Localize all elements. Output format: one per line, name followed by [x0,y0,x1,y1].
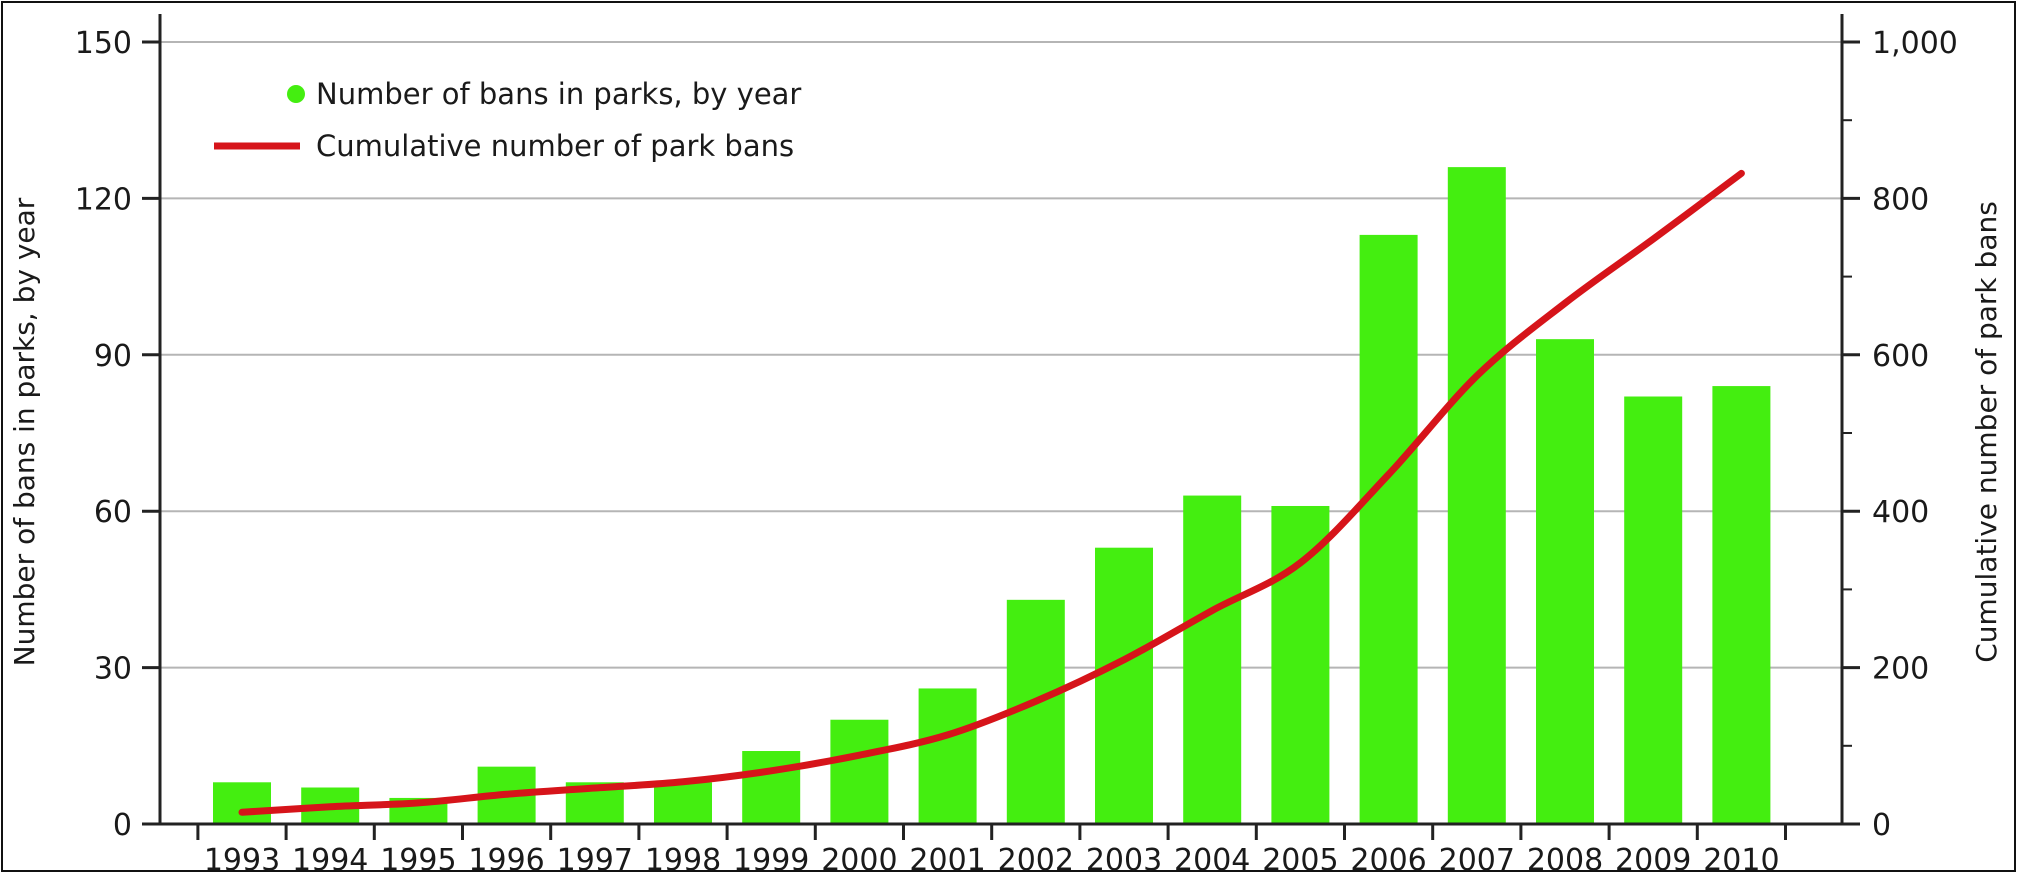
x-tick-label: 1999 [733,843,809,876]
bar-1998 [654,782,712,824]
x-tick-label: 2000 [821,843,897,876]
bar-1993 [213,782,271,824]
bar-2006 [1359,234,1418,825]
cumulative-line [238,169,1745,816]
left-tick-label: 90 [94,339,132,374]
legend: Number of bans in parks, by year Cumulat… [214,77,801,163]
left-tick-label: 30 [94,652,132,687]
bar-2009 [1624,396,1683,824]
x-tick-label: 1996 [468,843,544,876]
bar-2003 [1095,547,1153,824]
bar-2008 [1536,339,1594,824]
x-tick-label: 1998 [645,843,721,876]
right-tick-label: 0 [1872,808,1891,843]
right-axis-ticks: 0 200 400 600 800 1,000 [1842,26,1958,843]
bar-2005 [1271,505,1330,824]
bar-2001 [918,688,977,824]
bar-2004 [1183,495,1242,824]
right-axis-title: Cumulative number of park bans [1970,201,2003,663]
bar-series [213,167,1771,825]
legend-line-label: Cumulative number of park bans [316,129,794,163]
bar-2010 [1712,386,1771,824]
x-tick-label: 2003 [1086,843,1162,876]
bar-2000 [830,719,889,824]
x-tick-label: 2007 [1439,843,1515,876]
right-tick-label: 400 [1872,495,1929,530]
right-tick-label: 1,000 [1872,26,1958,61]
right-tick-label: 800 [1872,182,1929,217]
right-tick-label: 600 [1872,339,1929,374]
left-tick-label: 0 [113,808,132,843]
right-tick-label: 200 [1872,652,1929,687]
x-axis-ticks: 1993 1994 1995 1996 1997 1998 1999 2000 2001 2002… [196,824,1787,876]
legend-bar-marker [287,85,305,103]
x-tick-label: 2005 [1262,843,1338,876]
x-tick-label: 2010 [1703,843,1779,876]
bar-2007 [1447,167,1506,824]
x-tick-label: 2008 [1527,843,1603,876]
left-tick-label: 150 [75,26,132,61]
left-tick-label: 120 [75,182,132,217]
x-tick-label: 1994 [292,843,368,876]
x-tick-label: 2006 [1350,843,1426,876]
x-tick-label: 2009 [1615,843,1691,876]
axes [158,14,1844,826]
bar-1999 [742,751,801,824]
x-tick-label: 1995 [380,843,456,876]
x-tick-label: 2002 [998,843,1074,876]
x-tick-label: 2004 [1174,843,1250,876]
x-tick-label: 2001 [909,843,985,876]
left-tick-label: 60 [94,495,132,530]
left-axis-ticks: 0 30 60 90 120 150 [75,26,160,843]
left-axis-title: Number of bans in parks, by year [8,197,41,666]
x-tick-label: 1997 [557,843,633,876]
legend-bar-label: Number of bans in parks, by year [316,77,801,111]
x-tick-label: 1993 [204,843,280,876]
